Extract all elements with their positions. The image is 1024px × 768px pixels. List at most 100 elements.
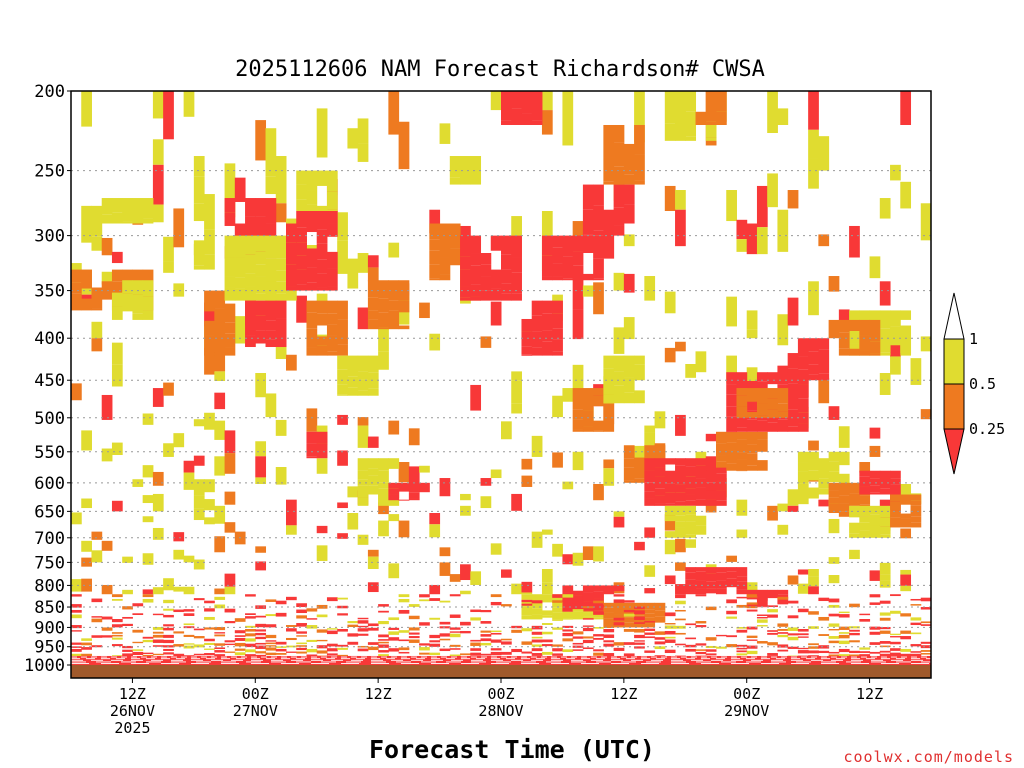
ri-region-cell — [685, 579, 697, 585]
ri-region-cell — [879, 339, 891, 353]
ri-bl-cell — [695, 651, 707, 655]
ri-cell — [193, 559, 205, 570]
ri-bl-cell — [419, 643, 430, 646]
y-tick-label: 250 — [34, 162, 65, 182]
ri-bl-cell — [357, 648, 369, 652]
ri-cell — [480, 478, 492, 486]
ri-bl-cell — [173, 631, 185, 634]
ri-cell — [152, 587, 164, 595]
ri-region-cell — [367, 310, 379, 320]
ri-cell — [675, 209, 686, 247]
ri-region-cell — [879, 526, 891, 535]
ri-region-cell — [265, 330, 277, 340]
ri-region-cell — [797, 356, 809, 370]
ri-bl-cell — [541, 644, 553, 647]
ri-cell — [808, 576, 819, 587]
ri-cell — [634, 541, 645, 551]
ri-cell — [265, 128, 277, 177]
ri-bl-cell — [71, 614, 82, 619]
ri-region-cell — [705, 482, 717, 491]
ri-bl-cell — [71, 609, 82, 613]
ri-bl-cell — [204, 600, 215, 604]
ri-region-cell — [716, 588, 727, 595]
ri-region-cell — [255, 198, 267, 217]
ri-cell — [337, 450, 348, 466]
ri-region-cell — [316, 450, 328, 459]
ri-cell — [756, 185, 768, 228]
ri-bl-cell — [756, 616, 768, 619]
ri-bl-cell — [664, 623, 676, 625]
ri-cell — [296, 295, 307, 323]
ri-bl-cell — [214, 654, 226, 657]
ri-region-cell — [675, 475, 686, 485]
ri-bl-cell — [224, 621, 236, 624]
ri-region-cell — [582, 601, 594, 611]
ri-region-cell — [900, 513, 912, 519]
ri-bl-cell — [838, 648, 850, 653]
ri-bl-cell — [777, 596, 789, 600]
ri-region-cell — [849, 319, 860, 332]
ri-cell — [920, 409, 932, 420]
ri-cell — [142, 589, 154, 595]
ri-bl-cell — [572, 642, 584, 645]
ri-cell — [152, 164, 164, 205]
ri-region-cell — [716, 490, 727, 501]
ri-bl-cell — [562, 632, 574, 637]
ri-region-cell — [664, 123, 676, 141]
ri-bl-cell — [920, 607, 932, 610]
ri-cell — [255, 456, 267, 478]
ri-region-cell — [142, 280, 154, 297]
legend-label: 0.25 — [969, 420, 1005, 438]
ri-region-cell — [122, 280, 133, 294]
ri-bl-cell — [879, 645, 891, 648]
ri-cell — [920, 336, 932, 352]
ri-bl-cell — [142, 636, 154, 639]
ri-cell — [654, 411, 666, 429]
ri-cell — [869, 445, 881, 457]
ri-bl-cell — [204, 642, 215, 645]
ri-bl-cell — [388, 617, 400, 621]
ri-region-cell — [326, 170, 338, 192]
ri-bl-cell — [429, 640, 441, 643]
y-tick-label: 350 — [34, 282, 65, 302]
ri-cell — [644, 565, 656, 577]
ri-bl-cell — [122, 606, 133, 610]
ri-region-cell — [367, 388, 379, 396]
ri-cell — [357, 417, 369, 426]
ri-bl-cell — [634, 646, 645, 649]
ri-region-cell — [613, 385, 625, 401]
ri-bl-cell — [675, 643, 686, 646]
ri-bl-cell — [357, 628, 369, 632]
ri-cell — [255, 561, 267, 571]
ri-cell — [347, 486, 359, 498]
ri-bl-cell — [326, 653, 338, 656]
ri-bl-cell — [480, 621, 492, 624]
ri-region-cell — [511, 91, 522, 109]
ri-cell — [787, 297, 799, 326]
ri-region-cell — [255, 251, 267, 265]
ri-cell — [644, 276, 656, 301]
ri-region-cell — [531, 594, 543, 602]
ri-bl-cell — [787, 600, 799, 604]
ri-cell — [572, 364, 584, 392]
ri-region-cell — [685, 567, 697, 573]
ri-region-cell — [787, 353, 799, 369]
ri-region-cell — [613, 619, 625, 625]
ri-bl-cell — [736, 644, 748, 647]
ri-bl-cell — [746, 626, 758, 630]
ri-cell — [511, 403, 522, 414]
ri-cell — [746, 329, 758, 339]
ri-bl-cell — [787, 633, 799, 636]
ri-bl-cell — [378, 644, 389, 648]
ri-bl-cell — [111, 594, 123, 598]
ri-cell — [777, 108, 789, 125]
ri-bl-cell — [664, 625, 676, 629]
ri-region-cell — [890, 501, 901, 511]
ri-region-cell — [255, 315, 267, 331]
ri-region-cell — [81, 269, 92, 289]
ri-region-cell — [623, 355, 635, 365]
ri-region-cell — [849, 505, 860, 518]
ri-region-cell — [736, 388, 748, 396]
ri-bl-cell — [275, 612, 287, 617]
ri-cell — [828, 575, 840, 584]
